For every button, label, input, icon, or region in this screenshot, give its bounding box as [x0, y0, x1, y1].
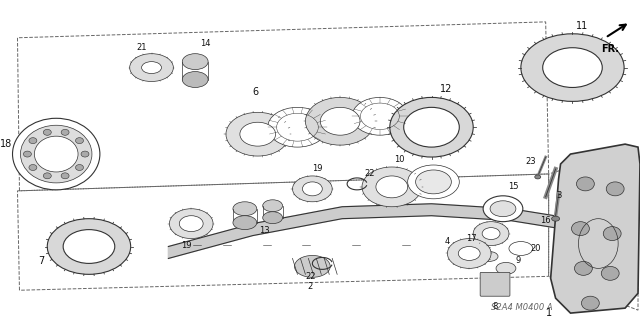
Ellipse shape [233, 216, 257, 230]
Text: 6: 6 [253, 87, 259, 97]
Ellipse shape [415, 170, 451, 194]
Text: 1: 1 [545, 308, 552, 318]
Ellipse shape [44, 129, 51, 135]
Ellipse shape [496, 263, 516, 274]
Text: 22: 22 [305, 272, 316, 281]
Ellipse shape [473, 222, 509, 246]
Text: 16: 16 [540, 216, 551, 225]
Ellipse shape [130, 54, 173, 82]
Ellipse shape [179, 216, 203, 232]
Ellipse shape [581, 296, 599, 310]
Ellipse shape [81, 151, 89, 157]
Ellipse shape [292, 176, 332, 202]
Ellipse shape [268, 108, 327, 147]
Text: 12: 12 [440, 85, 452, 94]
Text: 7: 7 [38, 256, 44, 266]
Ellipse shape [376, 176, 408, 198]
Ellipse shape [35, 136, 78, 172]
Ellipse shape [262, 212, 283, 224]
Ellipse shape [390, 97, 473, 157]
Ellipse shape [408, 165, 460, 199]
Ellipse shape [13, 118, 100, 190]
Text: 19: 19 [312, 165, 323, 174]
Ellipse shape [606, 182, 624, 196]
Text: 3: 3 [556, 191, 561, 200]
Text: 17: 17 [466, 234, 477, 243]
Ellipse shape [521, 34, 624, 101]
Ellipse shape [47, 219, 131, 274]
Ellipse shape [509, 241, 532, 256]
Text: 14: 14 [200, 39, 211, 48]
Ellipse shape [76, 165, 83, 170]
Ellipse shape [182, 71, 208, 87]
Polygon shape [168, 204, 561, 258]
Text: 4: 4 [445, 237, 450, 246]
Text: 8: 8 [492, 302, 498, 311]
Ellipse shape [577, 177, 595, 191]
Text: 11: 11 [576, 21, 589, 31]
Text: 10: 10 [394, 154, 405, 164]
Text: 2: 2 [308, 282, 313, 291]
Ellipse shape [404, 108, 460, 147]
Ellipse shape [458, 247, 480, 260]
Ellipse shape [262, 200, 283, 212]
Text: 19: 19 [181, 241, 191, 250]
Ellipse shape [29, 165, 37, 170]
Ellipse shape [575, 261, 593, 275]
FancyBboxPatch shape [480, 272, 510, 296]
Ellipse shape [29, 137, 37, 144]
Ellipse shape [303, 182, 323, 196]
Ellipse shape [294, 256, 330, 277]
Ellipse shape [233, 202, 257, 216]
Ellipse shape [44, 173, 51, 179]
Text: 22: 22 [365, 169, 375, 178]
Ellipse shape [20, 125, 92, 183]
Ellipse shape [226, 112, 289, 156]
Text: 13: 13 [259, 226, 270, 235]
Ellipse shape [490, 201, 516, 217]
Text: 15: 15 [508, 182, 518, 191]
Text: 9: 9 [515, 256, 520, 265]
Ellipse shape [552, 55, 593, 80]
Text: 18: 18 [1, 139, 13, 149]
Ellipse shape [76, 137, 83, 144]
Ellipse shape [483, 196, 523, 222]
Ellipse shape [63, 230, 115, 263]
Ellipse shape [535, 175, 541, 179]
Ellipse shape [71, 234, 107, 258]
Ellipse shape [410, 112, 453, 142]
Ellipse shape [24, 151, 31, 157]
Ellipse shape [480, 251, 498, 261]
Ellipse shape [552, 216, 559, 221]
Ellipse shape [482, 228, 500, 240]
Ellipse shape [352, 97, 408, 135]
Text: FR.: FR. [601, 44, 620, 54]
Ellipse shape [601, 266, 619, 280]
Polygon shape [550, 144, 640, 313]
Ellipse shape [240, 122, 276, 146]
Ellipse shape [61, 129, 69, 135]
Ellipse shape [305, 97, 375, 145]
Ellipse shape [362, 167, 422, 207]
Ellipse shape [61, 173, 69, 179]
Text: 20: 20 [531, 244, 541, 253]
Ellipse shape [141, 62, 161, 74]
Ellipse shape [572, 222, 589, 235]
Ellipse shape [170, 209, 213, 239]
Text: 23: 23 [525, 157, 536, 166]
Ellipse shape [418, 118, 445, 136]
Text: 21: 21 [136, 43, 147, 52]
Ellipse shape [320, 108, 360, 135]
Ellipse shape [543, 48, 602, 87]
Ellipse shape [447, 239, 491, 268]
Ellipse shape [604, 226, 621, 241]
Text: S2A4 M0400 A: S2A4 M0400 A [491, 303, 553, 312]
Ellipse shape [182, 54, 208, 70]
